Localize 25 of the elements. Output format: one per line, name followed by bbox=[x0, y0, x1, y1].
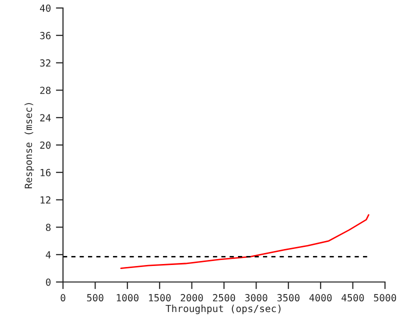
y-tick-label: 28 bbox=[40, 86, 51, 94]
line-series bbox=[120, 214, 370, 269]
y-tick-label: 40 bbox=[40, 4, 51, 12]
y-tick-label: 24 bbox=[40, 114, 51, 122]
x-tick-label: 2500 bbox=[213, 294, 236, 302]
x-tick-label: 5000 bbox=[374, 294, 396, 302]
y-tick-label: 8 bbox=[46, 224, 51, 232]
x-tick-label: 3000 bbox=[245, 294, 268, 302]
y-tick-label: 20 bbox=[40, 142, 51, 149]
x-axis-title: Throughput (ops/sec) bbox=[166, 304, 281, 314]
y-tick-label: 12 bbox=[40, 196, 50, 204]
x-tick-label: 1000 bbox=[116, 294, 138, 302]
y-axis-title: Response (msec) bbox=[24, 103, 34, 188]
y-tick-label: 36 bbox=[40, 32, 51, 40]
x-tick-label: 2000 bbox=[180, 294, 203, 302]
y-tick-label: 4 bbox=[46, 251, 51, 258]
x-tick-label: 1500 bbox=[149, 294, 171, 302]
y-tick-label: 32 bbox=[40, 59, 50, 67]
y-tick-label: 16 bbox=[40, 168, 51, 176]
x-tick-label: 4000 bbox=[309, 294, 332, 302]
y-tick-label: 0 bbox=[46, 278, 51, 286]
x-tick-label: 500 bbox=[87, 294, 104, 302]
x-tick-label: 3500 bbox=[277, 294, 300, 302]
x-tick-label: 0 bbox=[60, 294, 66, 302]
x-tick-label: 4500 bbox=[342, 294, 364, 302]
